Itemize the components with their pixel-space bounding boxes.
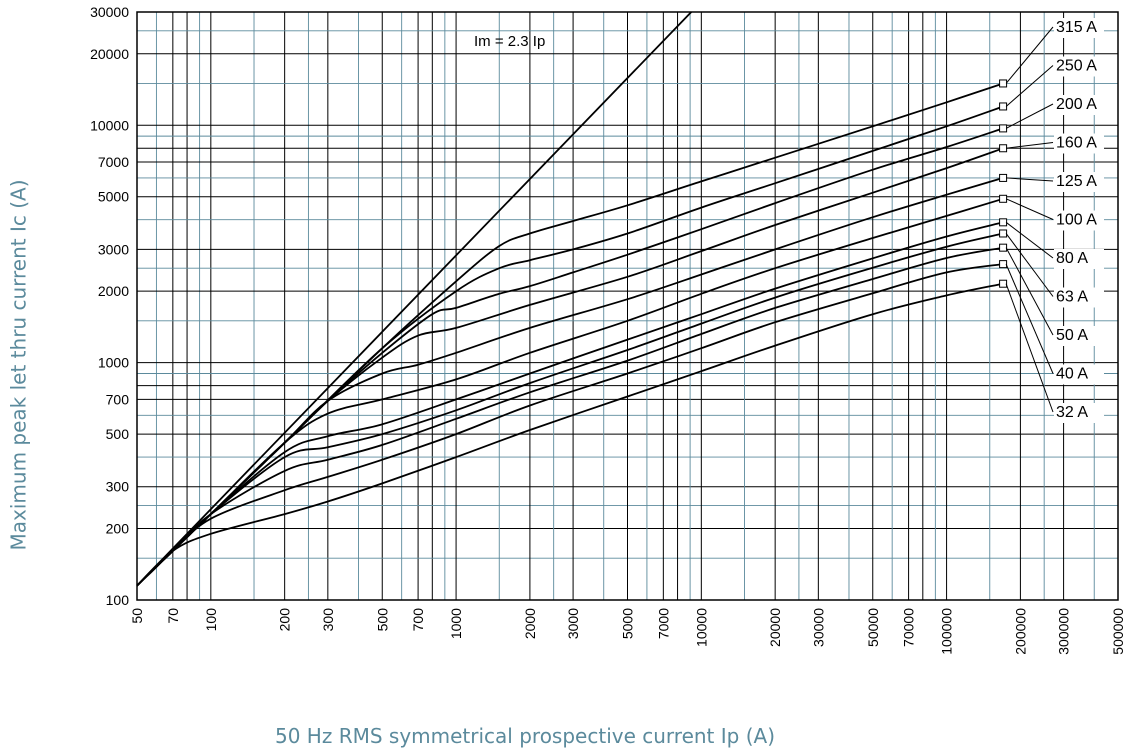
end-marker-32-a xyxy=(999,279,1008,288)
leader-line-80-a xyxy=(1005,221,1054,259)
series-line-40-a xyxy=(136,263,1004,587)
end-marker-125-a xyxy=(999,173,1008,182)
x-tick-label: 50 xyxy=(129,608,145,624)
x-tick-label: 50000 xyxy=(865,608,881,647)
x-tick-label: 30000 xyxy=(810,608,826,647)
x-tick-label: 200 xyxy=(277,608,293,632)
series-label-160-a: 160 A xyxy=(1056,135,1097,152)
x-tick-label: 200000 xyxy=(1012,608,1028,655)
plot-frame xyxy=(136,11,1119,601)
label-backdrop-40-a xyxy=(1054,364,1104,385)
leader-line-32-a xyxy=(1005,283,1054,413)
x-tick-label: 1000 xyxy=(448,608,464,639)
y-tick-label: 300 xyxy=(106,479,130,495)
leader-line-100-a xyxy=(1005,198,1054,220)
x-tick-label: 3000 xyxy=(565,608,581,639)
leader-line-63-a xyxy=(1005,233,1054,297)
y-tick-label: 500 xyxy=(106,426,130,442)
y-tick-label: 100 xyxy=(106,592,130,608)
y-tick-label: 5000 xyxy=(98,189,129,205)
y-tick-label: 3000 xyxy=(98,241,129,257)
leader-line-315-a xyxy=(1005,26,1054,84)
series-labels: 315 A 250 A 200 A 160 A 125 A 100 A 80 A 63 A 50… xyxy=(1054,18,1104,423)
leader-line-40-a xyxy=(1005,263,1054,374)
label-backdrop-100-a xyxy=(1054,210,1104,231)
series-line-50-a xyxy=(136,246,1004,587)
y-tick-label: 700 xyxy=(106,391,130,407)
x-tick-label: 100 xyxy=(203,608,219,632)
reference-line xyxy=(136,11,692,587)
y-tick-label: 200 xyxy=(106,521,130,537)
label-backdrop-200-a xyxy=(1054,95,1104,115)
y-axis-title: Maximum peak let thru current Ic (A) xyxy=(7,180,31,551)
leader-line-200-a xyxy=(1005,103,1054,129)
label-backdrop-250-a xyxy=(1054,56,1104,77)
end-marker-315-a xyxy=(999,79,1008,88)
tick-labels: 100 200 300 500 700 1000 2000 3000 5000 7000 10000… xyxy=(90,4,1124,655)
x-tick-label: 70000 xyxy=(901,608,917,647)
x-tick-label: 10000 xyxy=(693,608,709,647)
end-marker-200-a xyxy=(999,124,1008,133)
end-marker-100-a xyxy=(999,194,1008,203)
label-backdrop-125-a xyxy=(1054,172,1104,192)
y-tick-label: 1000 xyxy=(98,355,129,371)
series-label-315-a: 315 A xyxy=(1056,19,1097,36)
label-backdrop-63-a xyxy=(1054,287,1104,308)
x-tick-label: 500 xyxy=(374,608,390,632)
series-line-32-a xyxy=(136,282,1004,587)
end-marker-50-a xyxy=(999,243,1008,252)
series-label-50-a: 50 A xyxy=(1056,327,1088,344)
label-backdrop-32-a xyxy=(1054,403,1104,423)
leader-line-50-a xyxy=(1005,247,1054,336)
x-axis-title: 50 Hz RMS symmetrical prospective curren… xyxy=(275,724,775,748)
y-tick-label: 7000 xyxy=(98,154,129,170)
x-tick-label: 70 xyxy=(165,608,181,624)
y-tick-label: 30000 xyxy=(90,4,129,20)
reference-line-group xyxy=(136,11,692,587)
label-backdrop-315-a xyxy=(1054,18,1104,38)
leader-line-160-a xyxy=(1006,142,1054,149)
annotation-label: Im = 2.3 Ip xyxy=(474,33,545,50)
series-label-80-a: 80 A xyxy=(1056,250,1088,267)
x-tick-label: 2000 xyxy=(522,608,538,639)
end-marker-80-a xyxy=(999,218,1008,227)
series-label-32-a: 32 A xyxy=(1056,404,1088,421)
label-leaders xyxy=(1005,26,1054,413)
y-tick-label: 2000 xyxy=(98,283,129,299)
end-marker-40-a xyxy=(999,260,1008,269)
label-backdrop-50-a xyxy=(1054,326,1104,346)
end-marker-63-a xyxy=(999,229,1008,238)
series-line-100-a xyxy=(136,197,1004,587)
series-label-250-a: 250 A xyxy=(1056,58,1097,75)
x-tick-label: 20000 xyxy=(767,608,783,647)
y-tick-label: 10000 xyxy=(90,117,129,133)
end-marker-160-a xyxy=(999,144,1008,153)
x-tick-label: 5000 xyxy=(620,608,636,639)
end-marker-250-a xyxy=(999,102,1008,111)
gridlines xyxy=(136,11,1119,601)
x-tick-label: 300000 xyxy=(1056,608,1072,655)
x-tick-label: 500000 xyxy=(1110,608,1124,655)
series-label-63-a: 63 A xyxy=(1056,289,1088,306)
x-tick-label: 700 xyxy=(410,608,426,632)
series-line-63-a xyxy=(136,232,1004,587)
series-group xyxy=(136,79,1008,587)
series-label-40-a: 40 A xyxy=(1056,366,1088,383)
series-label-125-a: 125 A xyxy=(1056,173,1097,190)
x-tick-label: 7000 xyxy=(655,608,671,639)
series-label-100-a: 100 A xyxy=(1056,212,1097,229)
label-backdrop-160-a xyxy=(1054,133,1104,154)
y-tick-label: 20000 xyxy=(90,46,129,62)
x-tick-label: 100000 xyxy=(939,608,955,655)
series-label-200-a: 200 A xyxy=(1056,96,1097,113)
leader-line-250-a xyxy=(1005,65,1054,107)
leader-line-125-a xyxy=(1006,177,1054,182)
x-tick-label: 300 xyxy=(320,608,336,632)
label-backdrop-80-a xyxy=(1054,249,1104,269)
